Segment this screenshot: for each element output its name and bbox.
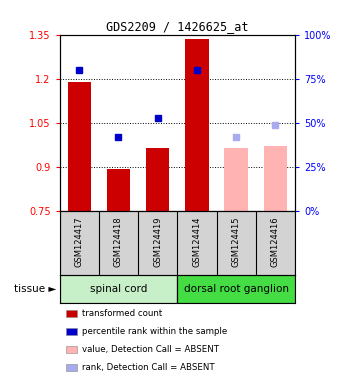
Text: spinal cord: spinal cord	[90, 284, 147, 294]
Text: rank, Detection Call = ABSENT: rank, Detection Call = ABSENT	[82, 362, 214, 372]
Text: dorsal root ganglion: dorsal root ganglion	[184, 284, 288, 294]
Bar	[224, 148, 248, 211]
Text: GSM124416: GSM124416	[271, 216, 280, 267]
Text: GSM124417: GSM124417	[75, 216, 84, 267]
Bar	[146, 148, 169, 211]
Bar	[177, 275, 295, 303]
Text: value, Detection Call = ABSENT: value, Detection Call = ABSENT	[82, 345, 219, 354]
Text: GSM124414: GSM124414	[192, 216, 202, 267]
Bar	[185, 39, 209, 211]
Text: GSM124419: GSM124419	[153, 216, 162, 267]
Text: percentile rank within the sample: percentile rank within the sample	[82, 327, 227, 336]
Bar	[60, 275, 177, 303]
Bar	[68, 82, 91, 211]
Bar	[107, 169, 130, 211]
Text: transformed count: transformed count	[82, 309, 162, 318]
Text: GSM124418: GSM124418	[114, 216, 123, 267]
Title: GDS2209 / 1426625_at: GDS2209 / 1426625_at	[106, 20, 249, 33]
Bar	[264, 146, 287, 211]
Text: GSM124415: GSM124415	[232, 216, 241, 267]
Text: tissue ►: tissue ►	[14, 284, 56, 294]
